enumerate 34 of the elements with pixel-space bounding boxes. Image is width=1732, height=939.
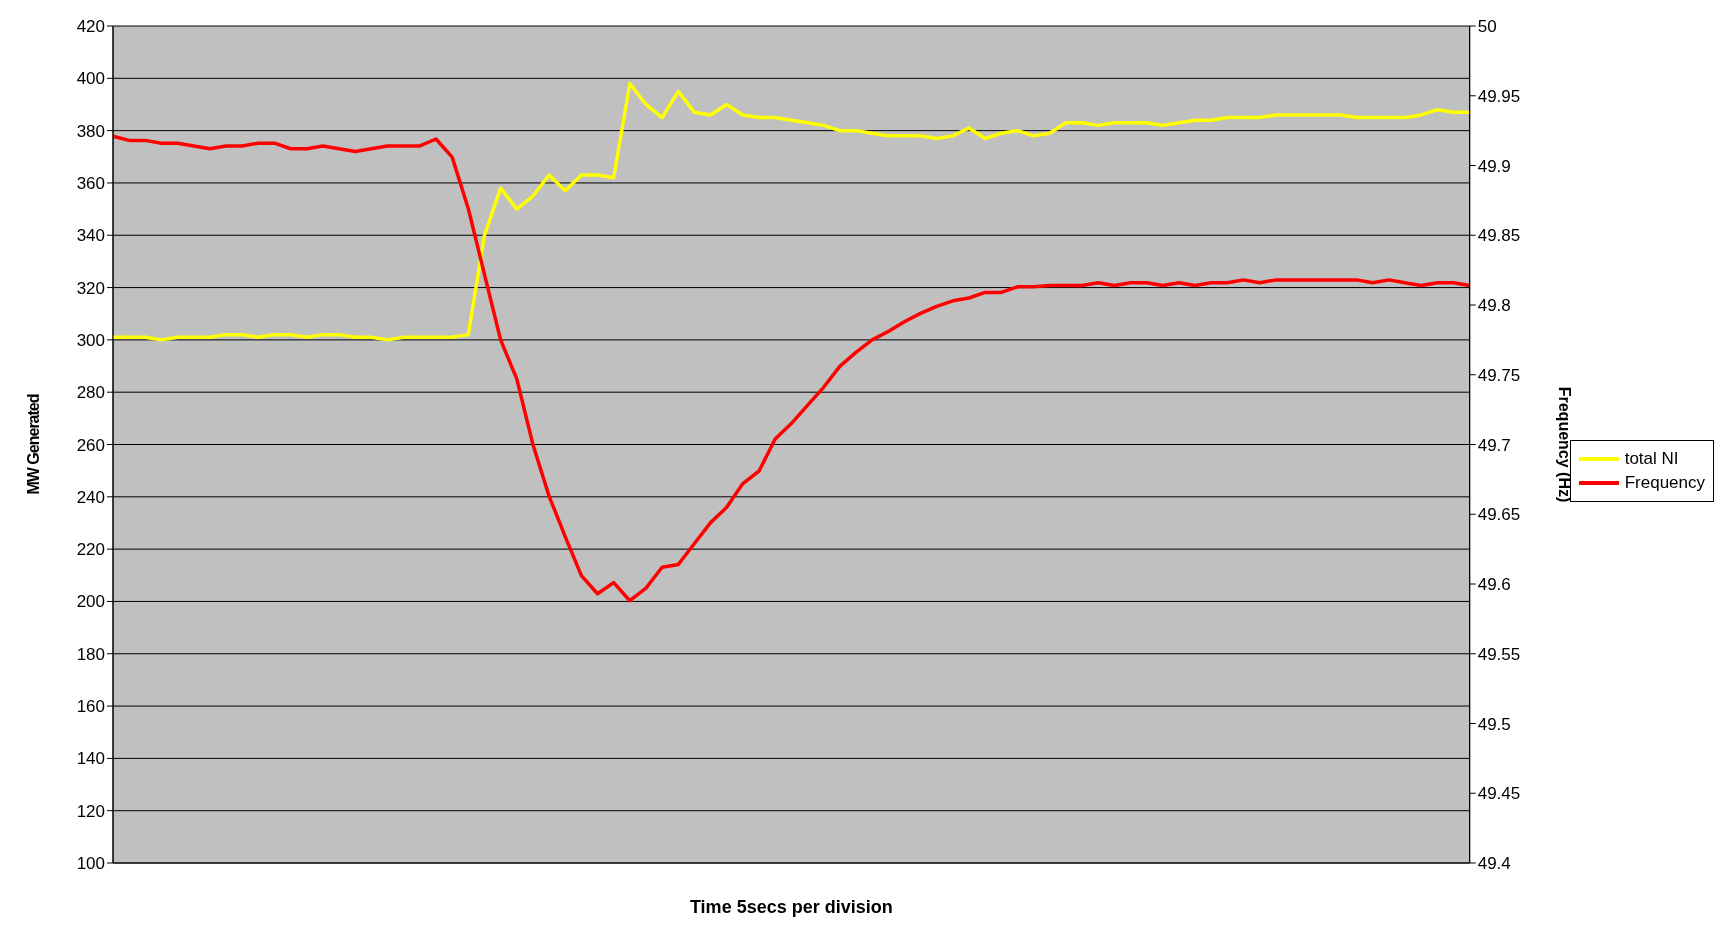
y2-tick-label: 49.85: [1477, 226, 1521, 246]
y2-tick-label: 49.4: [1477, 854, 1511, 874]
x-axis-title: Time 5secs per division: [689, 897, 893, 917]
y-tick-label: 180: [76, 644, 105, 664]
legend-label: total NI: [1624, 448, 1679, 469]
y-tick-label: 360: [76, 173, 105, 193]
y-tick-label: 160: [76, 697, 105, 717]
y-tick-label: 320: [76, 278, 105, 298]
y-tick-label: 200: [76, 592, 105, 612]
y-tick-label: 380: [76, 121, 105, 141]
y2-tick-label: 49.45: [1477, 784, 1521, 804]
y-tick-label: 280: [76, 383, 105, 403]
y2-tick-label: 49.65: [1477, 505, 1521, 525]
y-axis-title: MW Generated: [24, 394, 42, 495]
y2-tick-label: 49.55: [1477, 644, 1521, 664]
y-tick-label: 300: [76, 330, 105, 350]
y-tick-label: 260: [76, 435, 105, 455]
y2-tick-label: 49.75: [1477, 365, 1521, 385]
y2-tick-label: 49.95: [1477, 86, 1521, 106]
y2-tick-label: 50: [1477, 17, 1497, 37]
y2-tick-label: 49.9: [1477, 156, 1511, 176]
y-tick-label: 400: [76, 69, 105, 89]
y-tick-label: 140: [76, 749, 105, 769]
y-tick-label: 120: [76, 801, 105, 821]
y-tick-label: 220: [76, 540, 105, 560]
legend-label: Frequency: [1624, 472, 1705, 493]
y-tick-label: 340: [76, 226, 105, 246]
y-tick-label: 100: [76, 854, 105, 874]
y2-tick-label: 49.8: [1477, 296, 1511, 316]
y-tick-label: 420: [76, 17, 105, 37]
y2-tick-label: 49.6: [1477, 575, 1511, 595]
y-tick-label: 240: [76, 487, 105, 507]
y2-tick-label: 49.5: [1477, 714, 1511, 734]
y2-tick-label: 49.7: [1477, 435, 1511, 455]
